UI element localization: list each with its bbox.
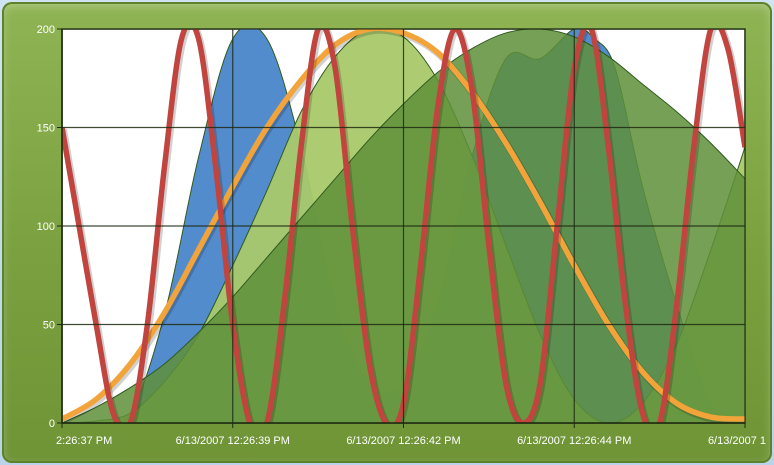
y-tick-label-3: 150 [37,123,55,135]
y-tick-label-0: 0 [49,418,55,430]
x-tick-label-2: 6/13/2007 12:26:42 PM [346,435,460,447]
y-tick-label-4: 200 [37,24,55,36]
series-line-4 [62,29,745,423]
x-tick-label-3: 6/13/2007 12:26:44 PM [517,435,631,447]
x-tick-label-0: 2:26:37 PM [56,435,112,447]
plot-layer [62,29,745,423]
y-tick-label-1: 50 [43,320,55,332]
y-tick-label-2: 100 [37,221,55,233]
x-tick-label-4: 6/13/2007 1 [708,435,766,447]
x-tick-label-1: 6/13/2007 12:26:39 PM [176,435,290,447]
